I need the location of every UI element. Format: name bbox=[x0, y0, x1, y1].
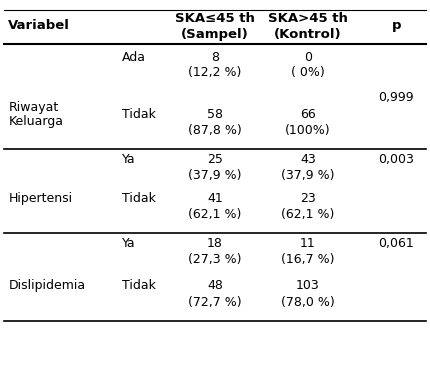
Text: ( 0%): ( 0%) bbox=[291, 66, 325, 80]
Text: 0,061: 0,061 bbox=[378, 238, 414, 250]
Text: (72,7 %): (72,7 %) bbox=[188, 296, 242, 309]
Text: 18: 18 bbox=[207, 238, 223, 250]
Text: 8: 8 bbox=[211, 51, 219, 64]
Text: Ada: Ada bbox=[122, 51, 146, 64]
Text: Hipertensi: Hipertensi bbox=[8, 192, 73, 205]
Text: (37,9 %): (37,9 %) bbox=[188, 168, 242, 182]
Text: (87,8 %): (87,8 %) bbox=[188, 124, 242, 137]
Text: 58: 58 bbox=[207, 108, 223, 121]
Text: Tidak: Tidak bbox=[122, 108, 156, 121]
Text: (78,0 %): (78,0 %) bbox=[281, 296, 335, 309]
Text: Tidak: Tidak bbox=[122, 279, 156, 292]
Text: 66: 66 bbox=[300, 108, 316, 121]
Text: (12,2 %): (12,2 %) bbox=[188, 66, 242, 80]
Text: (37,9 %): (37,9 %) bbox=[281, 168, 335, 182]
Text: Tidak: Tidak bbox=[122, 192, 156, 205]
Text: 25: 25 bbox=[207, 153, 223, 167]
Text: p: p bbox=[392, 19, 401, 32]
Text: 0,003: 0,003 bbox=[378, 153, 414, 167]
Text: Ya: Ya bbox=[122, 238, 136, 250]
Text: (100%): (100%) bbox=[285, 124, 331, 137]
Text: SKA>45 th: SKA>45 th bbox=[268, 12, 348, 25]
Text: 103: 103 bbox=[296, 279, 319, 292]
Text: Keluarga: Keluarga bbox=[8, 115, 63, 128]
Text: (62,1 %): (62,1 %) bbox=[281, 208, 335, 222]
Text: 43: 43 bbox=[300, 153, 316, 167]
Text: Ya: Ya bbox=[122, 153, 136, 167]
Text: 0,999: 0,999 bbox=[378, 91, 414, 104]
Text: 48: 48 bbox=[207, 279, 223, 292]
Text: (Kontrol): (Kontrol) bbox=[274, 28, 341, 41]
Text: (62,1 %): (62,1 %) bbox=[188, 208, 242, 222]
Text: 11: 11 bbox=[300, 238, 316, 250]
Text: SKA≤45 th: SKA≤45 th bbox=[175, 12, 255, 25]
Text: Variabel: Variabel bbox=[8, 19, 70, 32]
Text: (16,7 %): (16,7 %) bbox=[281, 254, 335, 266]
Text: 0: 0 bbox=[304, 51, 312, 64]
Text: 41: 41 bbox=[207, 192, 223, 205]
Text: (Sampel): (Sampel) bbox=[181, 28, 249, 41]
Text: 23: 23 bbox=[300, 192, 316, 205]
Text: Dislipidemia: Dislipidemia bbox=[8, 279, 86, 292]
Text: (27,3 %): (27,3 %) bbox=[188, 254, 242, 266]
Text: Riwayat: Riwayat bbox=[8, 101, 58, 114]
